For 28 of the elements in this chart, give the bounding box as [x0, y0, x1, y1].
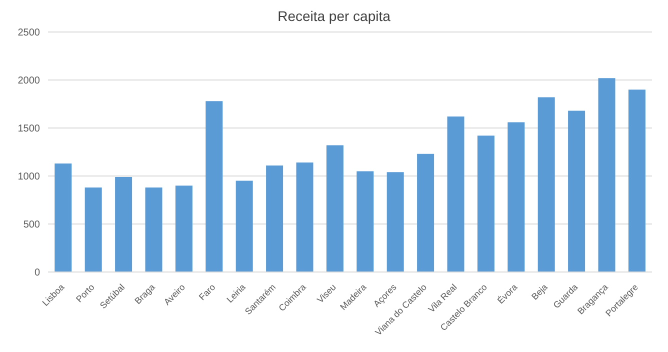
- bar: [84, 188, 102, 272]
- bar: [175, 186, 192, 272]
- bar: [115, 176, 132, 272]
- bar: [296, 162, 314, 272]
- y-tick-label: 0: [34, 268, 40, 279]
- bar: [266, 165, 284, 272]
- y-tick-label: 2500: [18, 28, 40, 39]
- x-tick-label: Beja: [530, 282, 550, 302]
- y-tick-label: 2000: [18, 76, 40, 87]
- bar: [447, 116, 464, 272]
- bar: [206, 101, 223, 272]
- chart-title: Receita per capita: [276, 8, 392, 26]
- bar: [508, 122, 525, 272]
- y-tick-label: 1500: [18, 124, 40, 135]
- bar: [477, 136, 494, 272]
- bar: [538, 97, 555, 272]
- bar: [54, 164, 72, 272]
- y-tick-label: 1000: [18, 172, 40, 183]
- bar: [598, 78, 616, 272]
- bar: [236, 180, 253, 272]
- bar: [326, 145, 344, 272]
- bar: [386, 172, 404, 272]
- bar: [568, 110, 586, 272]
- bar: [356, 171, 374, 272]
- bar: [145, 188, 162, 272]
- y-tick-label: 500: [23, 220, 40, 231]
- bar: [417, 154, 434, 272]
- bar: [628, 90, 646, 272]
